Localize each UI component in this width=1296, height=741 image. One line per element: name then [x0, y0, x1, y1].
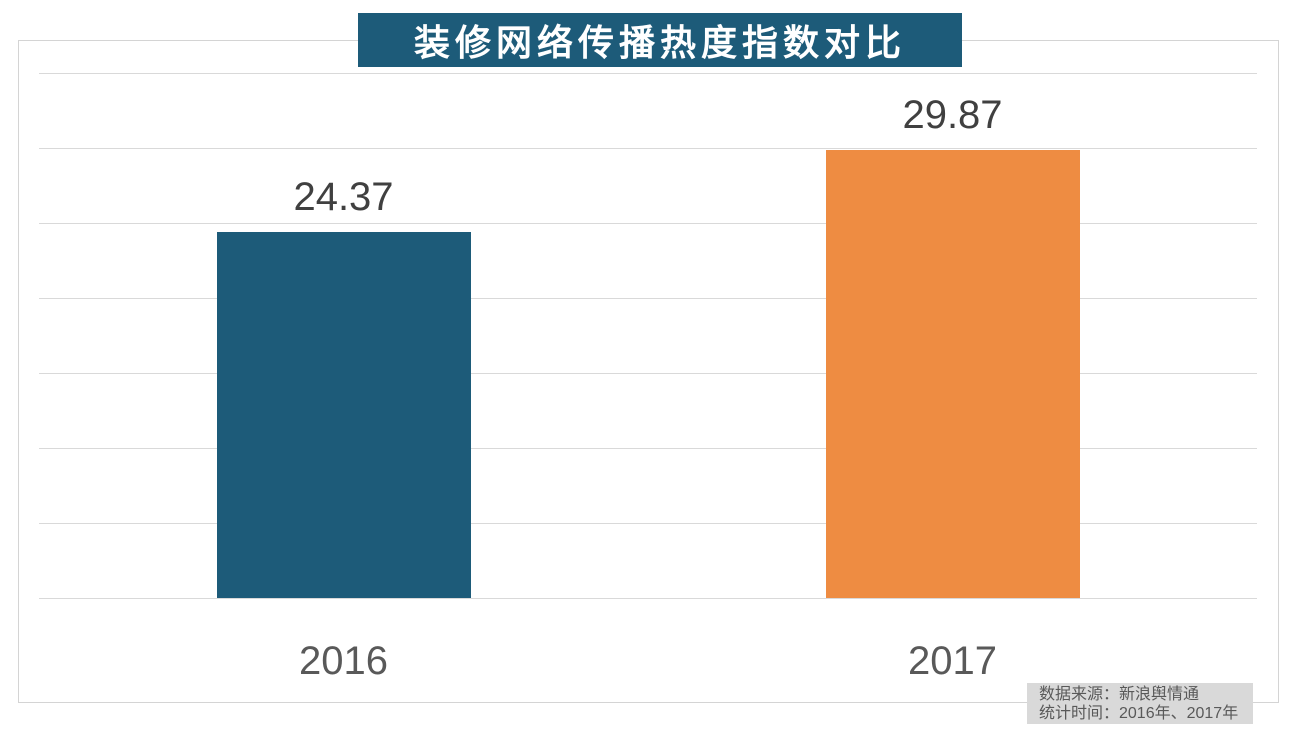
- category-label-2017: 2017: [908, 639, 997, 683]
- category-label-2016: 2016: [299, 639, 388, 683]
- source-note-line1: 数据来源：新浪舆情通: [1039, 686, 1200, 703]
- gridline-25: [39, 223, 1257, 224]
- value-label-2017: 29.87: [902, 92, 1003, 137]
- plot-area: 24.37 2016 29.87 2017: [39, 73, 1257, 681]
- gridline-35: [39, 73, 1257, 74]
- gridline-20: [39, 298, 1257, 299]
- source-note: 数据来源：新浪舆情通 统计时间：2016年、2017年: [1027, 683, 1253, 724]
- gridline-5: [39, 523, 1257, 524]
- gridline-10: [39, 448, 1257, 449]
- x-axis-line: [39, 598, 1257, 599]
- source-note-line2: 统计时间：2016年、2017年: [1039, 705, 1239, 722]
- bar-2016: [216, 232, 471, 598]
- gridline-15: [39, 373, 1257, 374]
- chart-title: 装修网络传播热度指数对比: [413, 22, 906, 63]
- gridline-30: [39, 148, 1257, 149]
- chart-title-banner: 装修网络传播热度指数对比: [358, 13, 962, 67]
- bar-2017: [825, 149, 1080, 598]
- value-label-2016: 24.37: [293, 175, 394, 220]
